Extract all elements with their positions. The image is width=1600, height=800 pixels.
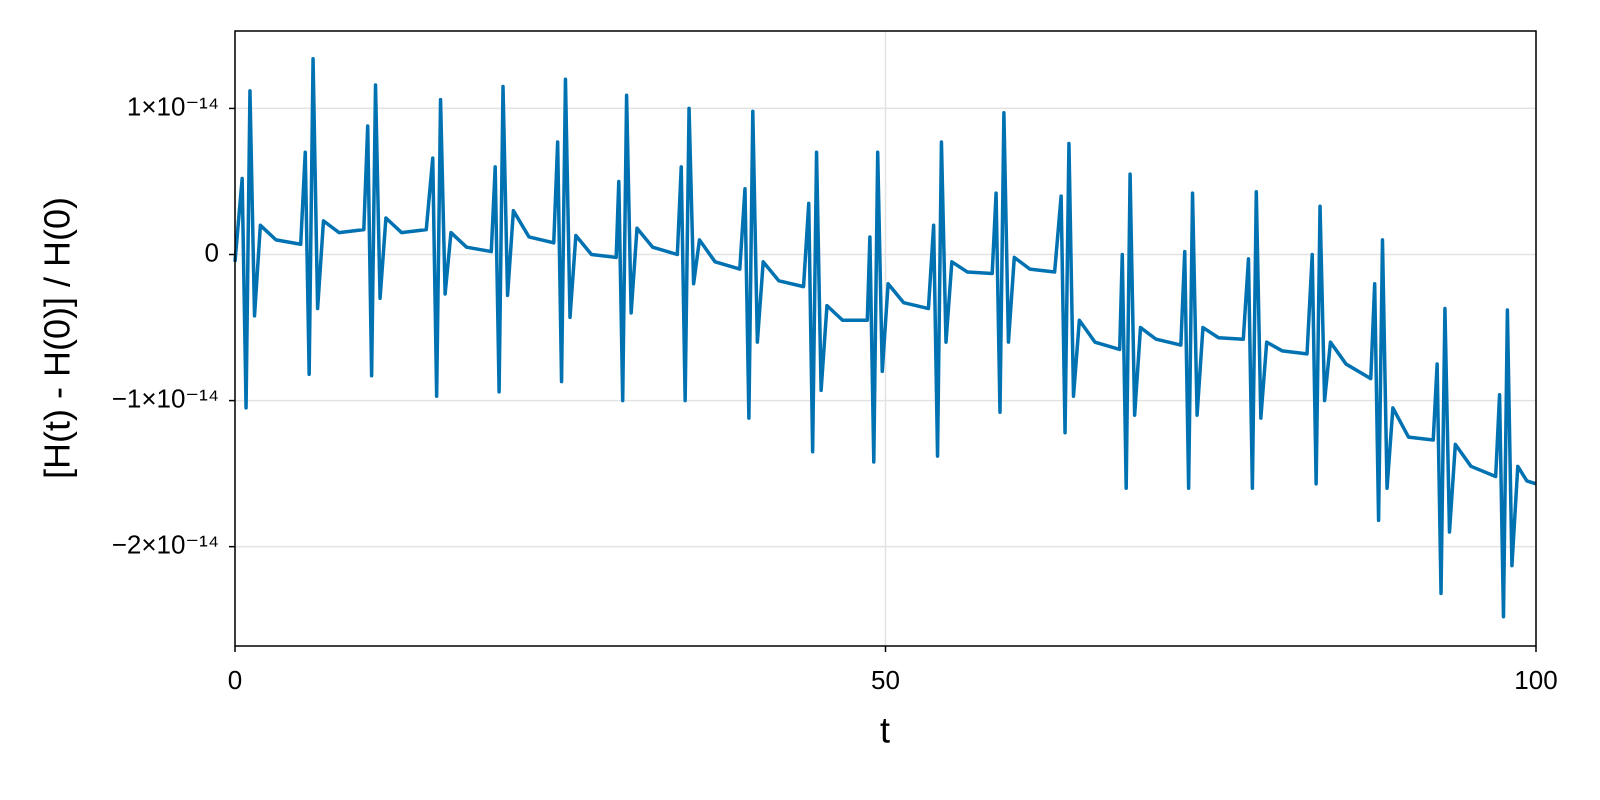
y-tick-label: 0 — [205, 237, 219, 267]
data-line — [233, 57, 1537, 619]
x-axis-label: t — [880, 710, 890, 751]
x-tick-label: 50 — [871, 665, 900, 695]
y-tick-label: 1×10⁻¹⁴ — [127, 91, 219, 121]
x-tick-label: 0 — [228, 665, 242, 695]
y-tick-label: −1×10⁻¹⁴ — [112, 383, 219, 413]
y-axis-label: [H(t) - H(0)] / H(0) — [37, 197, 78, 479]
plot — [233, 57, 1537, 619]
y-tick-label: −2×10⁻¹⁴ — [112, 530, 219, 560]
x-tick-label: 100 — [1514, 665, 1557, 695]
